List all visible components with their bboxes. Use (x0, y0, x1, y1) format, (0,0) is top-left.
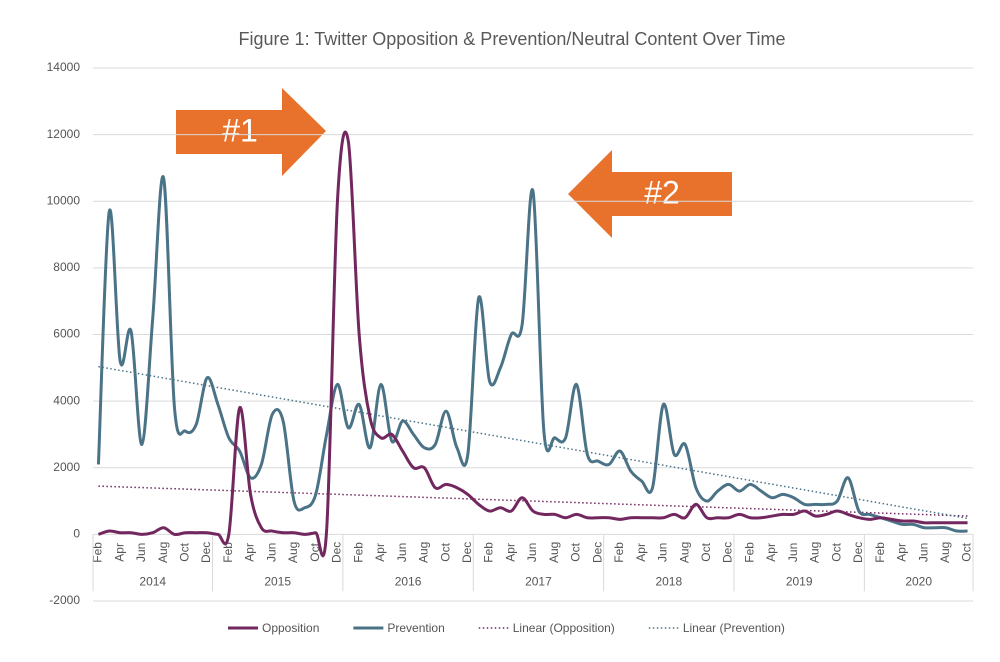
x-tick-label: Dec (721, 542, 735, 563)
x-tick-label: Aug (547, 542, 561, 563)
x-tick-label: Aug (417, 542, 431, 563)
chart-title: Figure 1: Twitter Opposition & Preventio… (239, 29, 786, 49)
x-tick-label: Aug (808, 542, 822, 563)
trendline (98, 365, 968, 520)
year-label: 2017 (525, 575, 552, 589)
y-tick-label: 8000 (53, 260, 80, 274)
x-tick-label: Aug (156, 542, 170, 563)
x-tick-label: Apr (764, 543, 778, 562)
legend-label: Opposition (262, 621, 319, 635)
arrow-left (568, 150, 732, 238)
legend-label: Linear (Prevention) (683, 621, 785, 635)
annotation-text: #1 (222, 112, 258, 148)
x-tick-label: Jun (264, 543, 278, 562)
x-tick-label: Oct (699, 542, 713, 561)
x-tick-label: Feb (482, 542, 496, 563)
year-label: 2018 (655, 575, 682, 589)
year-label: 2015 (264, 575, 291, 589)
annotation-1: #1 (176, 88, 326, 176)
x-tick-label: Apr (634, 543, 648, 562)
x-tick-label: Oct (438, 542, 452, 561)
x-tick-label: Dec (851, 542, 865, 563)
annotation-text: #2 (644, 174, 680, 210)
arrow-right (176, 88, 326, 176)
x-tick-label: Feb (742, 542, 756, 563)
year-label: 2016 (395, 575, 422, 589)
x-tick-label: Aug (677, 542, 691, 563)
x-tick-label: Feb (351, 542, 365, 563)
y-tick-label: 2000 (53, 460, 80, 474)
x-tick-label: Oct (829, 542, 843, 561)
x-tick-label: Jun (656, 543, 670, 562)
x-tick-label: Feb (91, 542, 105, 563)
x-tick-label: Feb (873, 542, 887, 563)
annotation-2: #2 (568, 150, 732, 238)
year-label: 2014 (139, 575, 166, 589)
series-line (96, 175, 968, 533)
year-label: 2019 (786, 575, 813, 589)
y-tick-label: 12000 (47, 127, 81, 141)
x-tick-label: Aug (938, 542, 952, 563)
x-tick-label: Oct (960, 542, 974, 561)
x-tick-label: Oct (178, 542, 192, 561)
y-tick-label: 4000 (53, 393, 80, 407)
legend-label: Linear (Opposition) (513, 621, 615, 635)
year-label: 2020 (905, 575, 932, 589)
y-tick-label: 6000 (53, 327, 80, 341)
x-tick-label: Dec (199, 542, 213, 563)
plot: -2000 0 2000 4000 6000 8000 10000 12000 14000 Feb… (47, 60, 974, 635)
x-tick-label: Oct (308, 542, 322, 561)
x-tick-label: Jun (786, 543, 800, 562)
x-tick-label: Apr (373, 543, 387, 562)
x-tick-label: Dec (330, 542, 344, 563)
y-tick-label: 0 (73, 527, 80, 541)
x-tick-label: Apr (503, 543, 517, 562)
series-line (97, 130, 968, 558)
x-tick-label: Jun (525, 543, 539, 562)
x-tick-label: Oct (569, 542, 583, 561)
legend-label: Prevention (387, 621, 444, 635)
x-tick-label: Apr (243, 543, 257, 562)
y-tick-label: -2000 (49, 593, 80, 607)
x-tick-label: Feb (221, 542, 235, 563)
x-tick-label: Jun (134, 543, 148, 562)
x-tick-label: Aug (286, 542, 300, 563)
x-tick-label: Apr (112, 543, 126, 562)
trendline (98, 485, 968, 517)
x-tick-label: Dec (590, 542, 604, 563)
x-tick-label: Jun (395, 543, 409, 562)
x-tick-label: Dec (460, 542, 474, 563)
y-tick-label: 10000 (47, 193, 81, 207)
x-tick-label: Feb (612, 542, 626, 563)
x-tick-label: Apr (895, 543, 909, 562)
y-tick-label: 14000 (47, 60, 81, 74)
x-tick-label: Jun (916, 543, 930, 562)
